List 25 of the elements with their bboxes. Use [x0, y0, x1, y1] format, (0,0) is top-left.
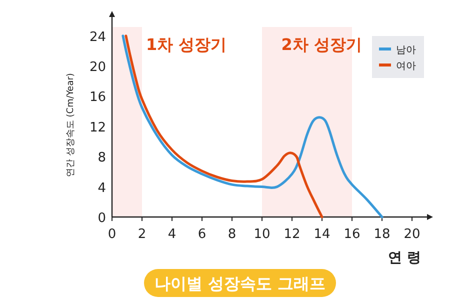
- y-tick-label: 20: [89, 60, 106, 76]
- x-tick-label: 4: [168, 227, 176, 242]
- x-tick-label: 14: [314, 227, 330, 242]
- y-tick-label: 24: [89, 30, 106, 45]
- legend-label: 남아: [396, 45, 416, 56]
- x-tick-label: 12: [284, 227, 300, 242]
- x-tick-label: 0: [108, 227, 116, 242]
- y-tick-label: 16: [89, 90, 106, 106]
- y-tick-label: 8: [98, 150, 106, 166]
- x-tick-label: 20: [404, 227, 420, 242]
- y-tick-label: 0: [98, 211, 106, 226]
- x-tick-label: 18: [374, 227, 390, 242]
- x-tick-label: 16: [344, 227, 360, 242]
- band-label: 2차 성장기: [281, 35, 362, 54]
- x-tick-label: 10: [254, 227, 270, 242]
- x-axis-title: 연 령: [388, 250, 421, 266]
- y-tick-label: 12: [89, 120, 106, 136]
- legend-label: 여아: [396, 61, 416, 72]
- x-tick-label: 8: [228, 227, 236, 242]
- band-label: 1차 성장기: [146, 35, 227, 54]
- y-axis-title: 연간 성장속도 (Cm/Year): [66, 73, 76, 177]
- x-tick-label: 6: [198, 227, 206, 242]
- text: 나이별 성장속도 그래프: [154, 274, 326, 293]
- y-tick-label: 4: [98, 180, 106, 196]
- x-tick-label: 2: [138, 227, 146, 242]
